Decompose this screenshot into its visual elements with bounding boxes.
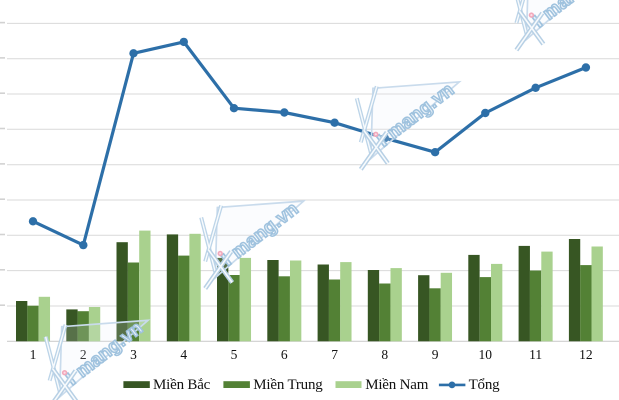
svg-text:11: 11 bbox=[529, 347, 542, 362]
svg-text:9: 9 bbox=[432, 347, 439, 362]
svg-text:8: 8 bbox=[381, 347, 388, 362]
svg-text:3: 3 bbox=[130, 347, 137, 362]
svg-text:12: 12 bbox=[579, 347, 593, 362]
svg-text:6: 6 bbox=[281, 347, 288, 362]
svg-text:Miền Nam: Miền Nam bbox=[365, 377, 429, 393]
svg-text:7: 7 bbox=[331, 347, 338, 362]
svg-text:10: 10 bbox=[479, 347, 493, 362]
svg-text:Tổng: Tổng bbox=[469, 377, 501, 393]
svg-text:1: 1 bbox=[30, 347, 37, 362]
svg-text:Miền Trung: Miền Trung bbox=[253, 377, 323, 393]
svg-text:Miền Bắc: Miền Bắc bbox=[153, 377, 211, 393]
svg-text:4: 4 bbox=[180, 347, 187, 362]
svg-text:5: 5 bbox=[231, 347, 238, 362]
